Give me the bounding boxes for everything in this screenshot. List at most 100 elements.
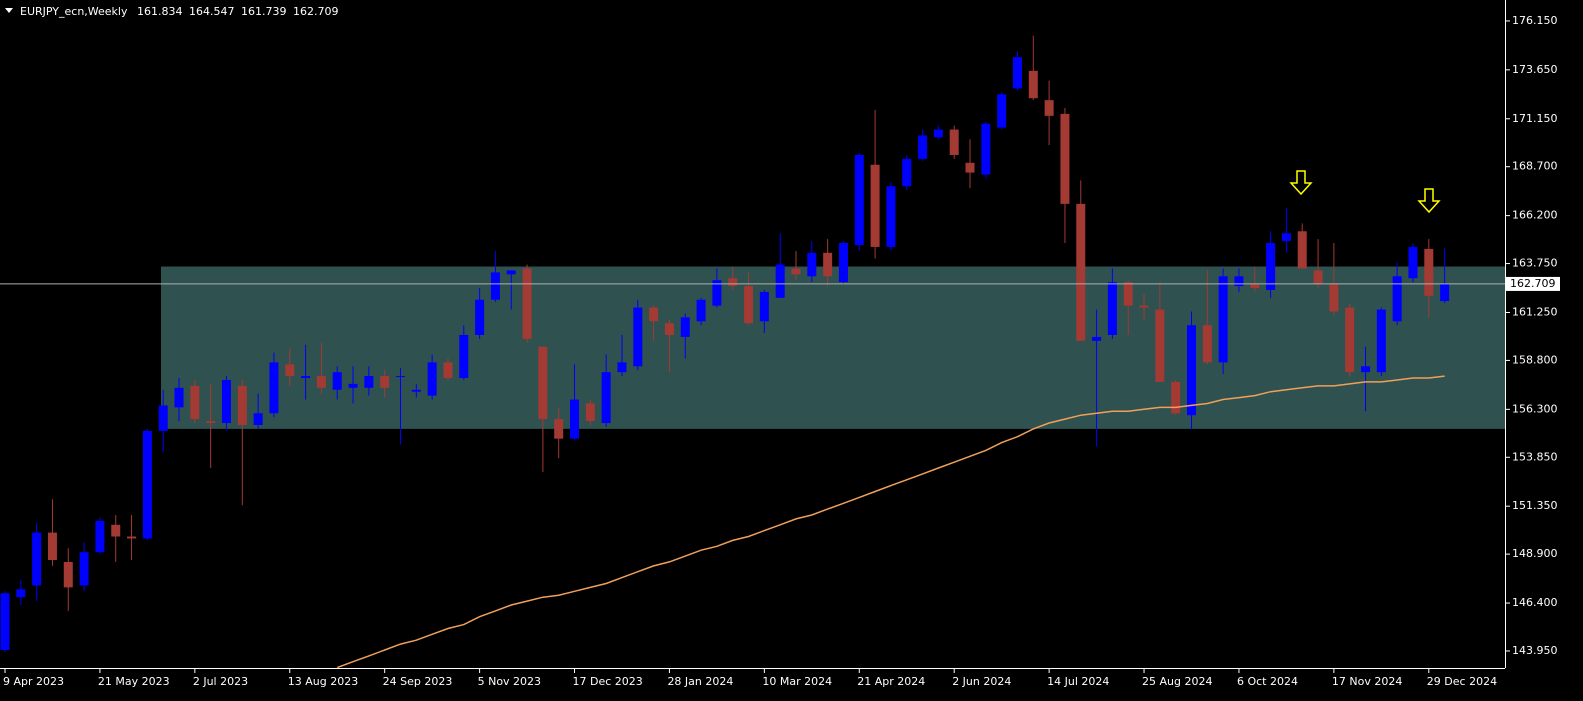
candle-body [364, 376, 374, 388]
candle-body [332, 372, 342, 390]
candle-body [1044, 100, 1054, 116]
candle-body [1329, 284, 1339, 312]
arrow-annotation [1417, 188, 1441, 214]
candle-body [47, 532, 57, 560]
plot-area [0, 35, 1505, 669]
candle-body [1028, 70, 1038, 99]
candle-body [1440, 283, 1450, 302]
y-tick-label: 153.850 [1512, 450, 1558, 463]
candle-body [380, 376, 390, 388]
candle-body [823, 252, 833, 277]
zone [161, 266, 1505, 429]
candle-body [554, 419, 564, 439]
candle-body [0, 593, 10, 650]
candle-body [316, 376, 326, 388]
x-tick-label: 5 Nov 2023 [478, 675, 541, 688]
y-tick-label: 168.700 [1512, 160, 1558, 173]
candle-body [1250, 284, 1260, 289]
y-tick-label: 151.350 [1512, 499, 1558, 512]
y-tick-label: 173.650 [1512, 63, 1558, 76]
candle-body [664, 323, 674, 335]
x-tick-label: 29 Dec 2024 [1427, 675, 1497, 688]
candle-body [696, 299, 706, 322]
candle-body [1361, 366, 1371, 373]
candle-body [902, 158, 912, 187]
y-tick-label: 161.250 [1512, 305, 1558, 318]
candle-body [1266, 243, 1276, 290]
price-label-box [1506, 276, 1560, 291]
candle-body [1281, 233, 1291, 242]
candle-body [728, 278, 738, 287]
candle-body [16, 589, 26, 598]
candle-body [759, 291, 769, 322]
y-tick-label: 148.900 [1512, 547, 1558, 560]
candle-body [1092, 336, 1102, 341]
candle-body [1012, 57, 1022, 89]
candle-body [1218, 276, 1228, 363]
candle-body [1202, 325, 1212, 363]
candle-body [1297, 231, 1307, 269]
candle-body [506, 270, 516, 275]
candle-body [601, 372, 611, 424]
candle-body [617, 362, 627, 373]
candle-body [680, 317, 690, 337]
x-tick-label: 9 Apr 2023 [3, 675, 64, 688]
candle-body [111, 524, 121, 537]
candle-body [1392, 276, 1402, 322]
price-label: 162.709 [1510, 277, 1556, 290]
candle-body [1313, 270, 1323, 285]
candle-body [348, 383, 358, 388]
candle-body [538, 346, 548, 420]
candle-body [791, 268, 801, 275]
x-tick-label: 17 Dec 2023 [573, 675, 643, 688]
moving-average [336, 375, 1445, 669]
y-tick-label: 171.150 [1512, 112, 1558, 125]
candle-body [1171, 381, 1181, 414]
chart-header: EURJPY_ecn,Weekly 161.834 164.547 161.73… [20, 5, 339, 18]
x-tick-label: 2 Jul 2023 [193, 675, 248, 688]
candle-body [221, 379, 231, 424]
candle-body [997, 94, 1007, 128]
x-tick-label: 2 Jun 2024 [952, 675, 1011, 688]
candle-body [32, 532, 42, 586]
x-tick-label: 24 Sep 2023 [383, 675, 453, 688]
candle-body [1376, 309, 1386, 373]
x-tick-label: 21 Apr 2024 [857, 675, 925, 688]
arrow-annotation [1289, 170, 1313, 196]
candle-body [301, 376, 311, 379]
candle-body [633, 307, 643, 367]
y-tick-label: 143.950 [1512, 644, 1558, 657]
candle-body [1076, 203, 1086, 341]
candle-body [649, 307, 659, 322]
y-tick-label: 166.200 [1512, 209, 1558, 222]
candle-body [269, 362, 279, 414]
y-tick-label: 156.300 [1512, 402, 1558, 415]
menu-triangle[interactable] [5, 8, 13, 13]
candle-body [1234, 276, 1244, 287]
candle-body [1107, 282, 1117, 335]
candle-body [933, 129, 943, 138]
candle-body [522, 268, 532, 339]
x-tick-label: 10 Mar 2024 [762, 675, 832, 688]
candle-body [253, 413, 263, 425]
x-tick-label: 6 Oct 2024 [1237, 675, 1298, 688]
candle-body [285, 364, 295, 377]
candle-body [158, 405, 168, 431]
close-value: 162.709 [293, 5, 339, 18]
candle-body [174, 387, 184, 408]
candle-body [396, 376, 405, 378]
candle-body [570, 399, 580, 439]
candle-body [95, 520, 105, 553]
candle-body [63, 561, 73, 588]
candle-body [1060, 113, 1070, 204]
y-tick-label: 163.750 [1512, 257, 1558, 270]
open-value: 161.834 [137, 5, 183, 18]
candle-body [870, 164, 880, 247]
x-tick-label: 17 Nov 2024 [1332, 675, 1402, 688]
candle-body [712, 280, 722, 306]
low-value: 161.739 [241, 5, 287, 18]
y-tick-label: 176.150 [1512, 14, 1558, 27]
candle-body [886, 186, 896, 247]
